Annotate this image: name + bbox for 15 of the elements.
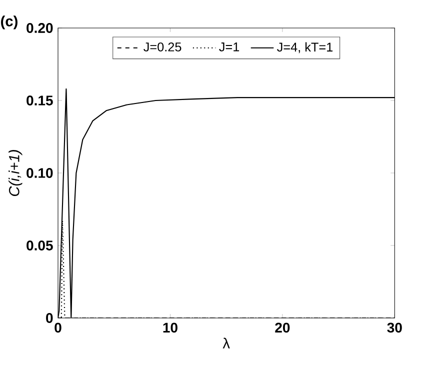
x-axis-title: λ: [222, 338, 230, 348]
x-tick-label: 20: [275, 322, 290, 333]
x-tick-label: 30: [387, 322, 402, 333]
y-tick-label: 0.05: [26, 240, 53, 250]
legend-label: J=1: [219, 42, 240, 52]
y-tick-label: 0.10: [26, 168, 53, 178]
y-tick-label: 0: [46, 313, 53, 323]
legend-label: J=0.25: [144, 42, 182, 52]
legend-label: J=4, kT=1: [277, 42, 333, 54]
y-tick-label: 0.15: [26, 96, 53, 106]
x-tick-label: 0: [54, 322, 62, 333]
x-tick-label: 10: [163, 322, 178, 333]
y-tick-label: 0.20: [26, 23, 53, 33]
text: (c): [1, 16, 18, 30]
y-axis-title: C(i,i+1): [8, 150, 22, 196]
